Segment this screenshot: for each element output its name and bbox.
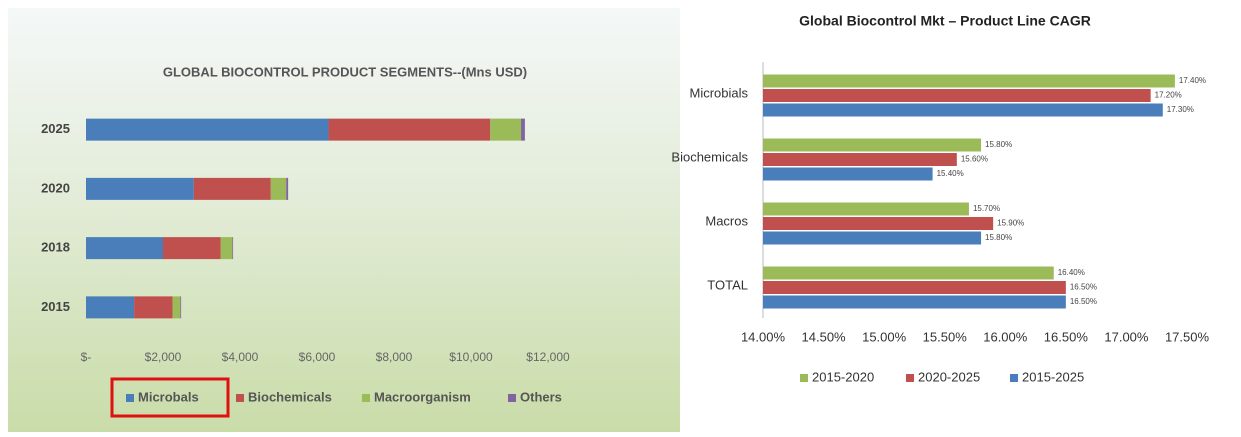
legend-label: 2020-2025	[918, 369, 980, 384]
x-tick-label: $2,000	[145, 350, 182, 364]
legend-swatch	[906, 374, 914, 382]
legend-label: Others	[520, 389, 562, 404]
bar-segment	[86, 296, 135, 319]
legend-label: Biochemicals	[248, 389, 332, 404]
bar-segment	[220, 237, 233, 260]
bar	[763, 153, 957, 166]
x-tick-label: $8,000	[376, 350, 413, 364]
bar	[763, 138, 982, 152]
x-tick-label: 17.50%	[1165, 329, 1210, 344]
chart-title: Global Biocontrol Mkt – Product Line CAG…	[799, 13, 1091, 29]
legend-label: 2015-2020	[812, 369, 874, 384]
bar-segment	[172, 296, 181, 319]
y-tick-label: 2018	[41, 240, 70, 255]
data-label: 15.80%	[985, 233, 1012, 242]
bar	[763, 266, 1054, 280]
x-tick-label: 16.50%	[1044, 329, 1089, 344]
legend-swatch	[1010, 374, 1018, 382]
x-tick-label: 16.00%	[983, 329, 1028, 344]
bar	[763, 89, 1151, 102]
bar-segment	[521, 118, 525, 141]
bar-segment	[193, 177, 271, 200]
bar-segment	[180, 296, 182, 319]
bar-segment	[490, 118, 522, 141]
legend-swatch	[508, 394, 516, 402]
data-label: 16.40%	[1058, 268, 1085, 277]
legend-swatch	[362, 394, 370, 402]
bar	[763, 74, 1175, 88]
legend-label: Macroorganism	[374, 389, 471, 404]
data-label: 17.20%	[1155, 91, 1182, 100]
x-tick-label: $6,000	[299, 350, 336, 364]
x-tick-label: $4,000	[222, 350, 259, 364]
bar-segment	[86, 118, 329, 141]
x-tick-label: $-	[81, 350, 92, 364]
bar	[763, 281, 1066, 294]
bar	[763, 231, 982, 245]
bar-segment	[328, 118, 491, 141]
legend-label: 2015-2025	[1022, 369, 1084, 384]
x-tick-label: 14.00%	[741, 329, 786, 344]
bar	[763, 295, 1066, 309]
legend-label: Microbals	[138, 389, 199, 404]
bar-segment	[232, 237, 234, 260]
data-label: 17.40%	[1179, 76, 1206, 85]
bar-segment	[286, 177, 289, 200]
data-label: 15.60%	[961, 155, 988, 164]
chart-title: GLOBAL BIOCONTROL PRODUCT SEGMENTS--(Mns…	[163, 64, 527, 79]
y-tick-label: TOTAL	[707, 277, 748, 292]
y-tick-label: 2020	[41, 180, 70, 195]
bar-segment	[134, 296, 173, 319]
bar	[763, 217, 994, 230]
data-label: 15.70%	[973, 204, 1000, 213]
legend-swatch	[126, 394, 134, 402]
x-tick-label: $10,000	[449, 350, 493, 364]
highlight-box	[110, 377, 230, 418]
background	[8, 8, 680, 432]
bar-segment	[86, 237, 163, 260]
legend-swatch	[236, 394, 244, 402]
bar-segment	[163, 237, 221, 260]
x-tick-label: 15.50%	[923, 329, 968, 344]
data-label: 15.90%	[997, 219, 1024, 228]
x-tick-label: 17.00%	[1104, 329, 1149, 344]
data-label: 16.50%	[1070, 283, 1097, 292]
y-tick-label: 2025	[41, 121, 70, 136]
data-label: 16.50%	[1070, 297, 1097, 306]
data-label: 15.80%	[985, 140, 1012, 149]
data-label: 15.40%	[937, 169, 964, 178]
data-label: 17.30%	[1167, 105, 1194, 114]
y-tick-label: 2015	[41, 299, 70, 314]
bar	[763, 167, 933, 181]
y-tick-label: Microbials	[689, 85, 748, 100]
bar-segment	[86, 177, 194, 200]
x-tick-label: 14.50%	[802, 329, 847, 344]
bar	[763, 202, 969, 216]
y-tick-label: Macros	[705, 213, 748, 228]
bar-segment	[270, 177, 287, 200]
y-tick-label: Biochemicals	[671, 149, 748, 164]
x-tick-label: 15.00%	[862, 329, 907, 344]
legend-swatch	[800, 374, 808, 382]
bar	[763, 103, 1163, 117]
x-tick-label: $12,000	[526, 350, 570, 364]
